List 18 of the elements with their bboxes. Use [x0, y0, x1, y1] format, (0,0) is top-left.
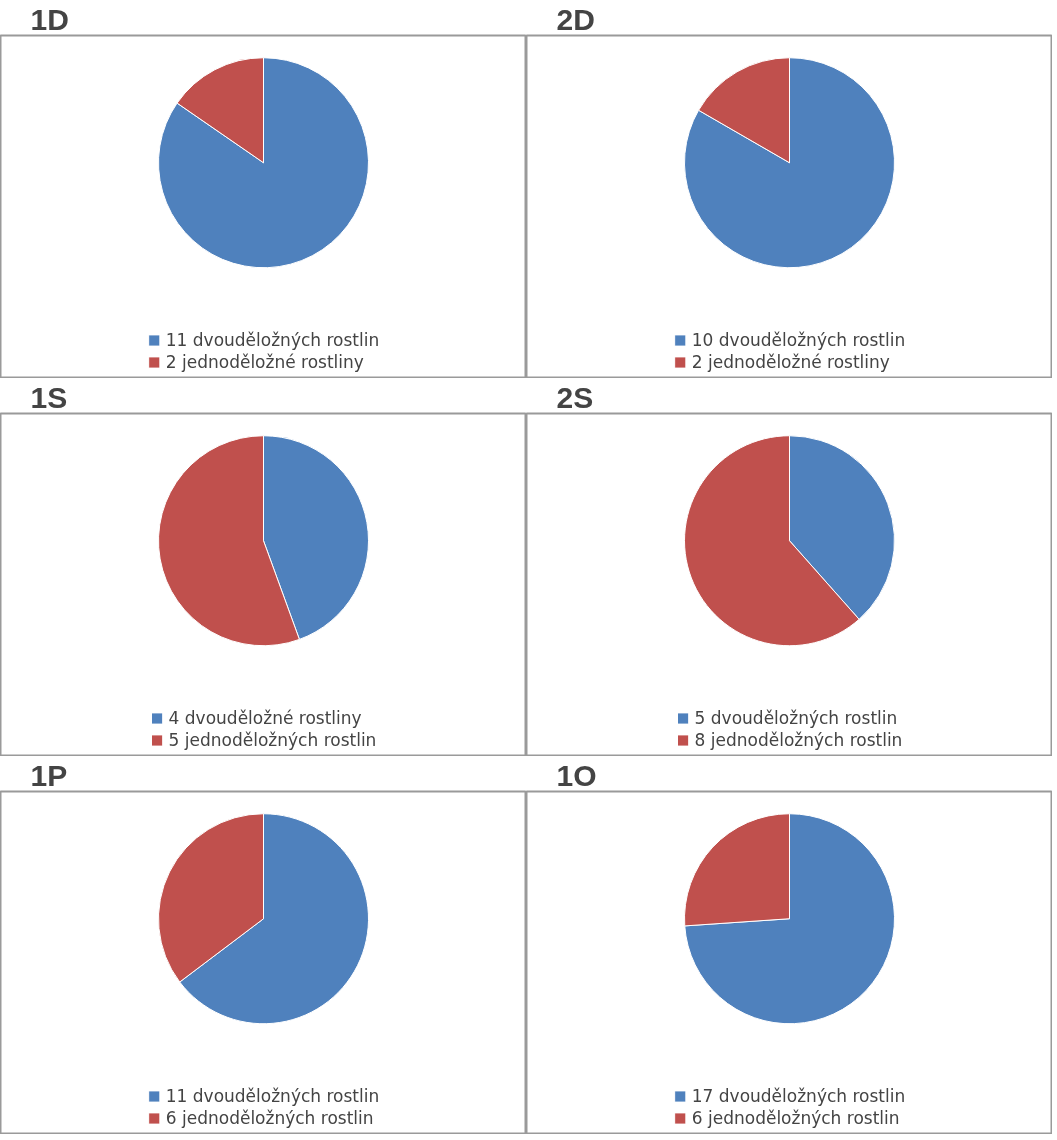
chart-title: 1O [556, 758, 597, 792]
legend-label: 11 dvouděložných rostlin [165, 330, 380, 350]
chart-title: 2S [556, 380, 594, 414]
legend-label: 10 dvouděložných rostlin [691, 330, 906, 350]
legend-label: 4 dvouděložné rostliny [168, 708, 362, 728]
legend-label: 2 jednoděložné rostliny [691, 352, 890, 372]
chart-title: 2D [556, 2, 595, 36]
legend-label: 5 jednoděložných rostlin [168, 730, 377, 750]
chart-title: 1D [30, 2, 69, 36]
chart-title: 1S [30, 380, 68, 414]
legend-label: 5 dvouděložných rostlin [694, 708, 898, 728]
legend-label: 2 jednoděložné rostliny [165, 352, 364, 372]
legend-label: 11 dvouděložných rostlin [165, 1086, 380, 1106]
legend-label: 8 jednoděložných rostlin [694, 730, 903, 750]
chart-title: 1P [30, 758, 68, 792]
legend-label: 6 jednoděložných rostlin [691, 1108, 900, 1128]
legend-label: 17 dvouděložných rostlin [691, 1086, 906, 1106]
legend-label: 6 jednoděložných rostlin [165, 1108, 374, 1128]
